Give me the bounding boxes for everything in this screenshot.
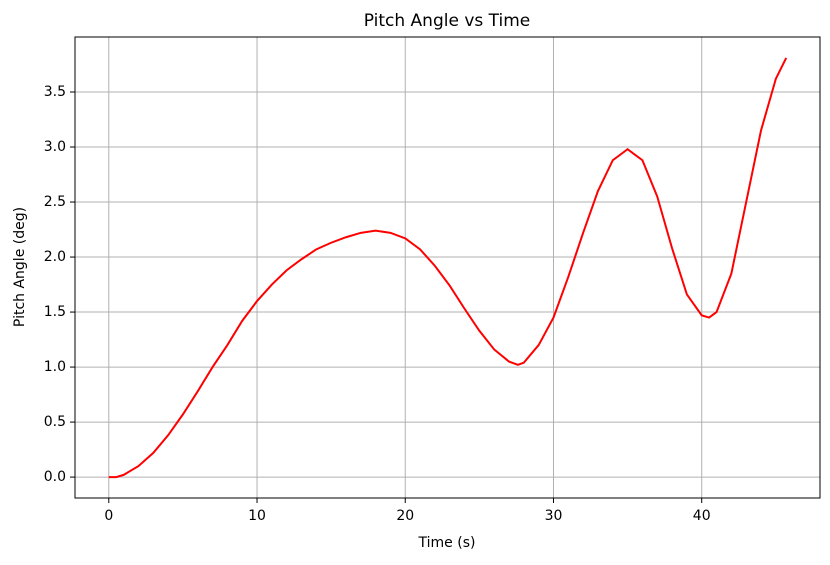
y-tick-label: 0.0 xyxy=(44,469,66,485)
y-tick-label: 0.5 xyxy=(44,414,66,430)
y-tick-label: 2.0 xyxy=(44,249,66,265)
y-tick-label: 3.5 xyxy=(44,84,66,100)
chart-title: Pitch Angle vs Time xyxy=(364,11,531,31)
y-tick-label: 1.5 xyxy=(44,304,66,320)
y-tick-label: 3.0 xyxy=(44,139,66,155)
x-axis-label: Time (s) xyxy=(418,535,476,551)
y-tick-label: 1.0 xyxy=(44,359,66,375)
x-tick-label: 40 xyxy=(693,508,711,524)
x-tick-label: 20 xyxy=(396,508,414,524)
data-line xyxy=(108,57,788,479)
plot-frame xyxy=(74,36,821,499)
x-tick-label: 0 xyxy=(104,508,113,524)
x-tick-label: 10 xyxy=(248,508,266,524)
y-axis-label: Pitch Angle (deg) xyxy=(12,207,28,327)
x-tick-label: 30 xyxy=(545,508,563,524)
y-tick-label: 2.5 xyxy=(44,194,66,210)
